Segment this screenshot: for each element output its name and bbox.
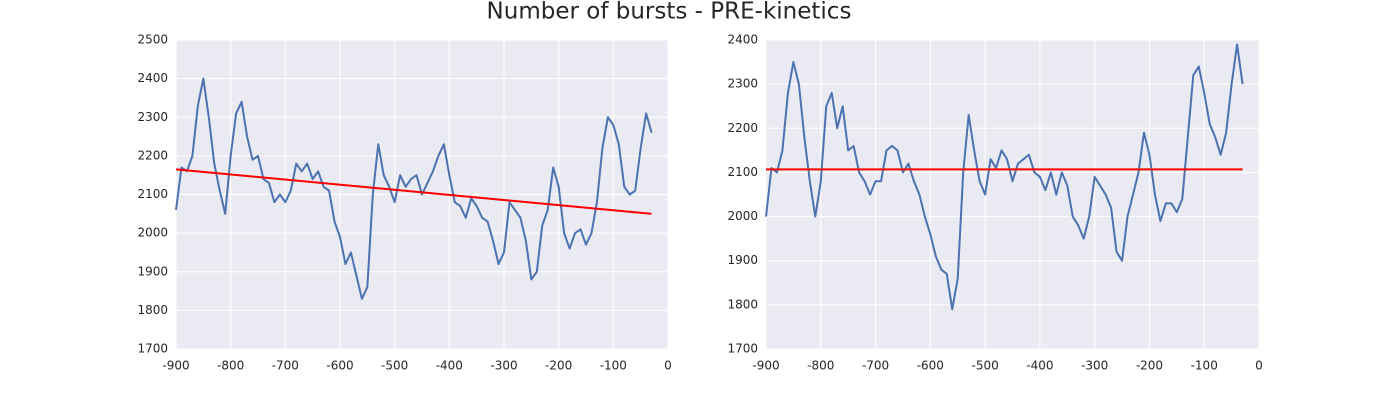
x-tick-label: -500 xyxy=(971,359,998,373)
series-line xyxy=(765,43,1244,311)
x-tick-label: -800 xyxy=(807,359,834,373)
x-tick-label: -800 xyxy=(217,359,244,373)
x-tick-label: -200 xyxy=(1136,359,1163,373)
x-tick-label: -100 xyxy=(1191,359,1218,373)
y-tick-label: 1800 xyxy=(727,297,758,311)
y-tick-label: 2000 xyxy=(137,226,168,240)
series-line xyxy=(175,77,653,300)
x-tick-label: -900 xyxy=(752,359,779,373)
y-tick-label: 2400 xyxy=(727,33,758,47)
y-tick-label: 2100 xyxy=(137,187,168,201)
y-tick-label: 2300 xyxy=(727,77,758,91)
y-tick-label: 2300 xyxy=(137,110,168,124)
y-tick-label: 2400 xyxy=(137,71,168,85)
x-tick-label: 0 xyxy=(664,359,672,373)
y-tick-label: 2000 xyxy=(727,209,758,223)
x-tick-label: -400 xyxy=(1026,359,1053,373)
x-tick-label: -700 xyxy=(272,359,299,373)
x-tick-label: 0 xyxy=(1255,359,1263,373)
y-tick-label: 1700 xyxy=(727,342,758,356)
x-tick-label: -600 xyxy=(917,359,944,373)
y-tick-label: 1800 xyxy=(137,303,168,317)
x-tick-label: -300 xyxy=(1081,359,1108,373)
y-tick-label: 1900 xyxy=(137,264,168,278)
y-tick-label: 1700 xyxy=(137,342,168,356)
x-tick-label: -900 xyxy=(162,359,189,373)
y-tick-label: 2100 xyxy=(727,165,758,179)
figure-title: Number of bursts - PRE-kinetics xyxy=(487,0,852,25)
plot-background xyxy=(766,40,1259,349)
x-tick-label: -200 xyxy=(545,359,572,373)
series-line xyxy=(175,168,652,215)
x-tick-label: -400 xyxy=(436,359,463,373)
y-tick-label: 1900 xyxy=(727,253,758,267)
x-tick-label: -500 xyxy=(381,359,408,373)
x-tick-label: -300 xyxy=(490,359,517,373)
y-tick-label: 2200 xyxy=(137,148,168,162)
x-tick-label: -700 xyxy=(862,359,889,373)
y-tick-label: 2200 xyxy=(727,121,758,135)
x-tick-label: -600 xyxy=(326,359,353,373)
x-tick-label: -100 xyxy=(600,359,627,373)
y-tick-label: 2500 xyxy=(137,33,168,47)
